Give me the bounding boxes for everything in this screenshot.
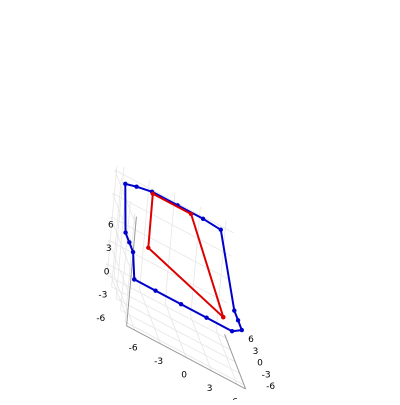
data-point <box>123 181 128 187</box>
grid-line <box>110 216 230 281</box>
grid-line <box>120 309 240 374</box>
grid-line <box>111 286 231 351</box>
grid-line <box>108 239 228 304</box>
data-point <box>132 277 137 282</box>
grid-line <box>115 298 236 362</box>
grid-line <box>112 193 134 249</box>
y-axis-line <box>224 334 247 390</box>
y-tick-label: -6 <box>266 382 275 392</box>
x-tick-label: 3 <box>207 384 213 394</box>
data-point <box>232 308 237 313</box>
grid-line <box>124 321 245 386</box>
z-tick-label: -3 <box>98 291 107 301</box>
data-point <box>134 184 139 189</box>
grid-line <box>114 169 234 234</box>
data-point <box>235 318 241 323</box>
data-point <box>178 301 184 307</box>
data-point <box>123 230 128 235</box>
y-tick-label: -3 <box>262 370 271 380</box>
data-point <box>153 288 158 293</box>
data-point <box>150 191 155 196</box>
y-tick-label: 6 <box>248 335 254 345</box>
data-point <box>146 245 151 250</box>
x-axis-line <box>126 325 246 390</box>
series-line <box>147 192 225 318</box>
data-point <box>221 315 226 320</box>
z-tick-label: -6 <box>96 314 105 324</box>
chart-axes <box>126 216 247 390</box>
x-tick-label: 0 <box>181 370 187 380</box>
x-tick-label: -3 <box>154 357 163 367</box>
chart-grid <box>105 165 245 386</box>
grid-line <box>105 263 128 319</box>
z-tick-label: 3 <box>106 244 112 254</box>
data-point <box>229 328 235 334</box>
z-tick-label: 6 <box>108 221 114 231</box>
y-tick-label: 0 <box>257 359 263 369</box>
data-point <box>239 327 244 333</box>
x-tick-label: -6 <box>129 343 138 353</box>
y-tick-label: 3 <box>253 347 259 357</box>
grid-line <box>112 192 232 257</box>
data-point <box>127 240 132 245</box>
chart-series <box>123 181 244 334</box>
z-axis-line <box>126 216 137 326</box>
z-tick-label: 0 <box>104 267 110 277</box>
data-point <box>204 315 209 320</box>
data-point <box>200 216 206 221</box>
data-point <box>218 227 223 232</box>
data-point <box>130 249 136 255</box>
grid-line <box>110 216 132 272</box>
data-point <box>188 211 194 217</box>
grid-line <box>106 274 227 339</box>
